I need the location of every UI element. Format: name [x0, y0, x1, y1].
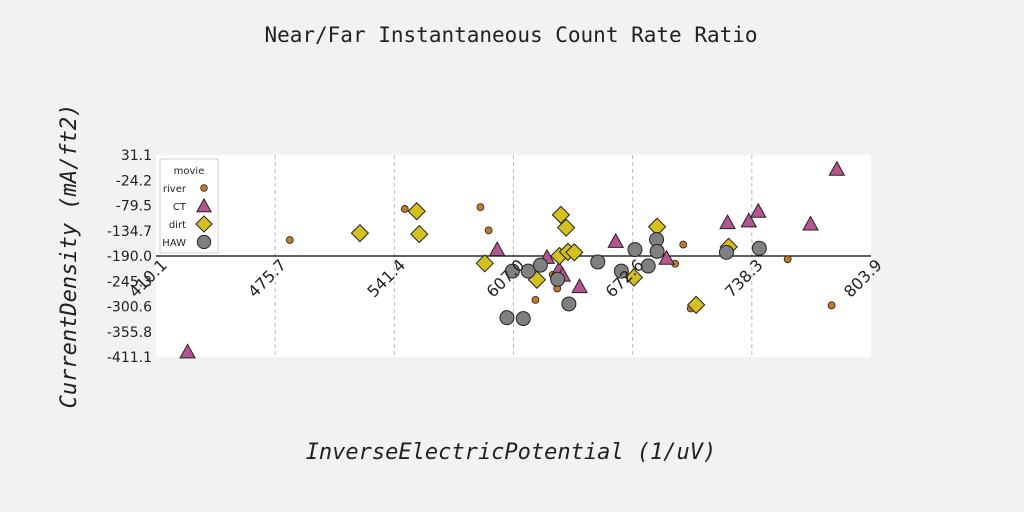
y-tick-label: -79.5 — [116, 199, 152, 215]
data-point-river — [285, 236, 294, 244]
data-point-dirt — [565, 243, 584, 262]
legend-marker-haw — [196, 234, 212, 250]
data-point-ct — [607, 232, 625, 248]
data-point-haw — [550, 271, 566, 287]
y-tick-label: -300.6 — [107, 300, 152, 316]
x-axis-label: InverseElectricPotential (1/uV) — [306, 440, 717, 465]
legend-title: movie — [174, 166, 205, 177]
data-point-river — [783, 255, 792, 264]
y-axis-label: CurrentDensity (mA/ft2) — [57, 104, 82, 409]
data-point-ct — [488, 241, 506, 257]
y-tick-label: -190.0 — [107, 249, 152, 265]
data-point-river — [827, 301, 836, 310]
data-point-haw — [751, 240, 767, 256]
legend-label-haw: HAW — [162, 238, 186, 249]
data-point-dirt — [350, 223, 370, 243]
data-point-ct — [828, 160, 846, 176]
data-point-ct — [719, 214, 736, 230]
y-tick-label: -411.1 — [107, 350, 152, 366]
data-point-ct — [740, 212, 758, 228]
data-point-haw — [640, 258, 656, 274]
legend-label-dirt: dirt — [169, 220, 186, 231]
data-point-dirt — [407, 202, 426, 221]
data-point-haw — [499, 310, 515, 326]
chart-title: Near/Far Instantaneous Count Rate Ratio — [264, 23, 757, 47]
legend: movie river CT dirt HAW — [159, 158, 219, 254]
data-point-haw — [590, 254, 606, 270]
data-point-river — [484, 226, 493, 235]
y-tick-label: -24.2 — [116, 173, 152, 189]
data-point-river — [476, 203, 485, 212]
data-point-dirt — [624, 268, 644, 287]
data-point-dirt — [475, 254, 495, 273]
data-point-haw — [504, 263, 520, 279]
data-point-river — [679, 240, 688, 249]
data-point-haw — [613, 263, 629, 279]
y-tick-label: -355.8 — [107, 325, 152, 341]
data-point-dirt — [551, 205, 571, 225]
data-point-dirt — [686, 295, 706, 315]
legend-label-ct: CT — [173, 202, 187, 213]
data-point-ct — [658, 249, 675, 265]
data-point-dirt — [410, 224, 429, 244]
data-point-ct — [802, 215, 819, 231]
data-point-haw — [515, 311, 531, 327]
data-point-ct — [571, 278, 588, 294]
data-point-haw — [520, 263, 536, 279]
data-point-haw — [649, 243, 665, 259]
y-tick-label: -134.7 — [107, 224, 152, 240]
legend-marker-ct — [196, 197, 212, 213]
data-point-haw — [627, 242, 643, 258]
y-tick-label: 31.1 — [121, 148, 152, 164]
legend-marker-river — [200, 184, 208, 192]
legend-label-river: river — [163, 184, 187, 195]
data-marks — [179, 160, 846, 359]
data-point-river — [531, 295, 540, 304]
y-tick-labels: 31.1 -24.2 -79.5 -134.7 -190.0 -245.3 -300.6 -3… — [107, 148, 152, 366]
y-tick-label: -245.3 — [107, 274, 152, 290]
data-point-dirt — [556, 218, 576, 237]
data-point-haw — [561, 296, 577, 312]
legend-marker-dirt — [195, 215, 213, 233]
data-point-ct — [749, 202, 767, 218]
data-point-haw — [718, 244, 734, 260]
data-point-haw — [532, 257, 548, 273]
data-point-river — [400, 205, 409, 213]
data-point-ct — [179, 343, 196, 359]
